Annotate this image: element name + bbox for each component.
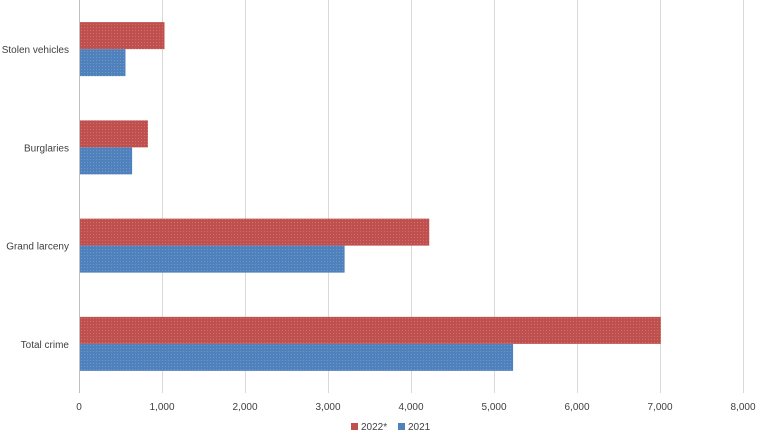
- bar-burglaries-2021: [79, 147, 133, 175]
- x-tick-label: 7,000: [647, 402, 672, 413]
- bar-grand-larceny-2021: [79, 245, 345, 273]
- bar-burglaries-2022: [79, 120, 148, 148]
- legend-label: 2022*: [361, 422, 387, 433]
- legend-swatch: [398, 423, 405, 430]
- x-tick-label: 4,000: [398, 402, 423, 413]
- bars: [79, 22, 661, 371]
- x-tick-label: 5,000: [481, 402, 506, 413]
- category-label: Burglaries: [24, 143, 69, 154]
- x-tick-label: 3,000: [315, 402, 340, 413]
- legend: 2022* 2021: [351, 422, 431, 433]
- bar-total-crime-2022: [79, 316, 661, 344]
- category-label: Stolen vehicles: [2, 45, 69, 56]
- legend-swatch: [351, 423, 358, 430]
- category-label: Total crime: [21, 340, 70, 351]
- bar-stolen-vehicles-2022: [79, 22, 165, 50]
- category-labels: Stolen vehicles Burglaries Grand larceny To…: [2, 45, 70, 351]
- x-tick-label: 6,000: [564, 402, 589, 413]
- x-tick-label: 0: [76, 402, 82, 413]
- x-tick-label: 8,000: [730, 402, 755, 413]
- x-tick-label: 1,000: [149, 402, 174, 413]
- x-axis-tick-labels: 0 1,000 2,000 3,000 4,000 5,000 6,000 7,000 8,00…: [76, 402, 756, 413]
- category-label: Grand larceny: [6, 242, 69, 253]
- bar-grand-larceny-2022: [79, 218, 430, 246]
- bar-total-crime-2021: [79, 343, 514, 371]
- x-tick-label: 2,000: [232, 402, 257, 413]
- legend-label: 2021: [408, 422, 431, 433]
- bar-stolen-vehicles-2021: [79, 49, 126, 77]
- gridlines: [162, 0, 744, 393]
